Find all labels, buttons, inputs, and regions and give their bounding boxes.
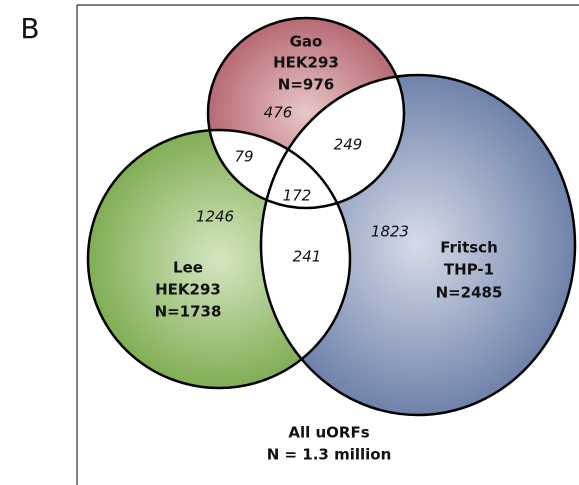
set-cell-line: HEK293	[155, 281, 221, 299]
overlap-gao-fritsch	[261, 75, 404, 208]
region-count: 79	[234, 148, 253, 166]
footer-subtitle: N = 1.3 million	[267, 446, 392, 464]
region-count: 476	[264, 104, 293, 122]
region-count: 172	[283, 187, 312, 205]
region-count: 241	[293, 248, 322, 266]
set-name: Lee	[173, 259, 203, 277]
set-cell-line: THP-1	[444, 261, 494, 279]
set-name: Fritsch	[440, 239, 498, 257]
set-name: Gao	[290, 33, 323, 51]
set-total: N=2485	[436, 284, 503, 302]
region-count: 1823	[371, 223, 409, 241]
panel-label: B	[20, 12, 39, 45]
footer-title: All uORFs	[288, 424, 369, 442]
region-count: 249	[334, 136, 363, 154]
set-cell-line: HEK293	[273, 54, 339, 72]
set-total: N=1738	[155, 303, 222, 321]
circle-outlines	[86, 16, 577, 417]
set-total: N=976	[278, 76, 334, 94]
region-count: 1246	[196, 208, 234, 226]
